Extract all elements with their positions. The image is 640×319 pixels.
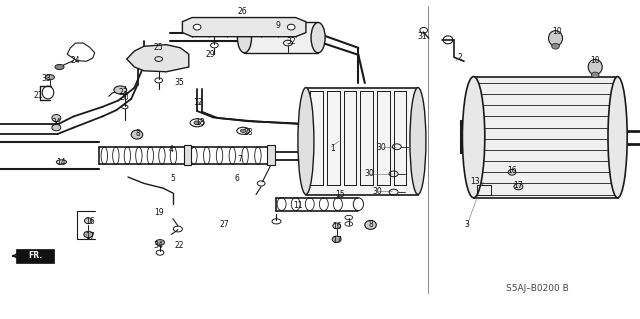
Ellipse shape	[591, 72, 599, 78]
Text: FR.: FR.	[28, 251, 42, 260]
Ellipse shape	[588, 59, 602, 75]
Text: 22: 22	[175, 241, 184, 250]
Bar	[184, 145, 191, 165]
Ellipse shape	[552, 43, 559, 49]
Text: 17: 17	[332, 236, 342, 245]
Ellipse shape	[194, 121, 200, 125]
Ellipse shape	[608, 77, 627, 198]
Text: 17: 17	[513, 181, 524, 189]
Ellipse shape	[84, 218, 92, 224]
Text: 10: 10	[552, 27, 562, 36]
Ellipse shape	[45, 75, 54, 80]
Text: 18: 18	[195, 118, 204, 127]
Text: 14: 14	[56, 158, 66, 167]
Ellipse shape	[55, 64, 64, 70]
Text: 31: 31	[417, 32, 428, 41]
Bar	[16, 249, 54, 263]
Ellipse shape	[237, 23, 252, 53]
Text: 27: 27	[219, 220, 229, 229]
Polygon shape	[182, 18, 306, 37]
Text: 5: 5	[170, 174, 175, 183]
Text: 8: 8	[135, 130, 140, 138]
Text: 7: 7	[237, 155, 243, 164]
Ellipse shape	[508, 169, 516, 175]
Text: 35: 35	[174, 78, 184, 87]
Ellipse shape	[156, 240, 164, 245]
Bar	[306, 88, 418, 195]
Text: 17: 17	[84, 232, 95, 241]
Ellipse shape	[52, 115, 61, 122]
Ellipse shape	[333, 223, 340, 229]
Text: 28: 28	[244, 128, 253, 137]
Ellipse shape	[365, 220, 376, 229]
Bar	[267, 145, 275, 165]
Text: 16: 16	[507, 166, 517, 175]
Ellipse shape	[193, 24, 201, 30]
Text: 4: 4	[169, 145, 174, 154]
Ellipse shape	[56, 160, 67, 164]
Ellipse shape	[52, 124, 61, 131]
Text: 19: 19	[154, 208, 164, 217]
Ellipse shape	[84, 231, 93, 238]
Text: 16: 16	[84, 217, 95, 226]
Text: 24: 24	[70, 56, 81, 65]
Text: 16: 16	[332, 222, 342, 231]
Ellipse shape	[131, 130, 143, 139]
Bar	[474, 77, 618, 198]
Text: 6: 6	[234, 174, 239, 183]
Text: S5AJ–B0200 B: S5AJ–B0200 B	[506, 285, 568, 293]
Ellipse shape	[287, 24, 295, 30]
Ellipse shape	[514, 183, 523, 190]
Text: 11: 11	[293, 201, 302, 210]
Text: 29: 29	[205, 50, 215, 59]
Text: 32: 32	[286, 37, 296, 46]
Text: 10: 10	[590, 56, 600, 65]
Polygon shape	[127, 45, 189, 72]
Bar	[244, 22, 318, 53]
Text: 26: 26	[237, 7, 247, 16]
Text: 34: 34	[154, 241, 164, 250]
Text: 23: 23	[118, 88, 128, 97]
Text: 30: 30	[372, 187, 383, 196]
Text: 9: 9	[276, 21, 281, 30]
Text: 2: 2	[457, 53, 462, 62]
Text: 25: 25	[154, 43, 164, 52]
Text: 15: 15	[335, 190, 346, 199]
Ellipse shape	[298, 87, 314, 194]
Text: 13: 13	[470, 177, 480, 186]
Text: 20: 20	[120, 93, 130, 102]
Text: 1: 1	[330, 144, 335, 153]
Text: 33: 33	[41, 74, 51, 83]
Ellipse shape	[311, 23, 325, 53]
Ellipse shape	[463, 77, 485, 198]
Ellipse shape	[548, 31, 563, 46]
Text: 3: 3	[465, 220, 470, 229]
Text: 30: 30	[364, 169, 374, 178]
Ellipse shape	[241, 129, 246, 132]
Text: 30: 30	[376, 143, 386, 152]
Text: 34: 34	[51, 118, 61, 127]
Ellipse shape	[332, 236, 341, 242]
Text: 21: 21	[34, 91, 43, 100]
Ellipse shape	[410, 87, 426, 194]
Bar	[477, 185, 491, 195]
Text: 8: 8	[369, 220, 374, 229]
Ellipse shape	[114, 86, 127, 94]
Text: 12: 12	[194, 98, 203, 107]
